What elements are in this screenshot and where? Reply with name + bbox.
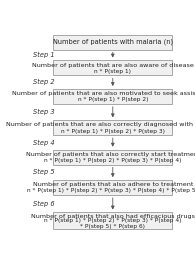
Text: n * P(step 1) * P(step 2) * P(step 3) * P(step 4) * P(step 5): n * P(step 1) * P(step 2) * P(step 3) * … [27,189,195,193]
Text: Number of patients that also had efficacious drugs: Number of patients that also had efficac… [31,214,195,219]
Text: n * P(step 1) * P(step 2) * P(step 3) * P(step 4): n * P(step 1) * P(step 2) * P(step 3) * … [44,218,182,224]
Text: Step 1: Step 1 [33,52,55,58]
FancyBboxPatch shape [53,212,172,229]
Text: Step 6: Step 6 [33,201,55,207]
FancyBboxPatch shape [53,120,172,135]
FancyBboxPatch shape [53,150,172,165]
Text: n * P(step 1): n * P(step 1) [94,69,131,74]
Text: * P(step 5) * P(step 6): * P(step 5) * P(step 6) [80,224,145,228]
Text: Number of patients that are also motivated to seek assistance: Number of patients that are also motivat… [12,91,195,96]
Text: n * P(step 1) * P(step 2) * P(step 3): n * P(step 1) * P(step 2) * P(step 3) [61,129,165,134]
FancyBboxPatch shape [53,89,172,104]
Text: Number of patients that also correctly start treatment: Number of patients that also correctly s… [26,152,195,157]
Text: Number of patients that are also correctly diagnosed with malaria: Number of patients that are also correct… [6,123,195,127]
FancyBboxPatch shape [53,34,172,49]
Text: Step 4: Step 4 [33,139,55,146]
Text: Step 3: Step 3 [33,109,55,115]
Text: Step 5: Step 5 [33,169,55,175]
FancyBboxPatch shape [53,61,172,75]
Text: Number of patients that also adhere to treatment: Number of patients that also adhere to t… [33,182,193,187]
Text: Number of patients that are also aware of disease: Number of patients that are also aware o… [32,63,194,68]
Text: Number of patients with malaria (n): Number of patients with malaria (n) [53,39,173,45]
Text: Step 2: Step 2 [33,79,55,85]
FancyBboxPatch shape [53,180,172,195]
Text: n * P(step 1) * P(step 2) * P(step 3) * P(step 4): n * P(step 1) * P(step 2) * P(step 3) * … [44,158,182,163]
Text: n * P(step 1) * P(step 2): n * P(step 1) * P(step 2) [78,97,148,102]
